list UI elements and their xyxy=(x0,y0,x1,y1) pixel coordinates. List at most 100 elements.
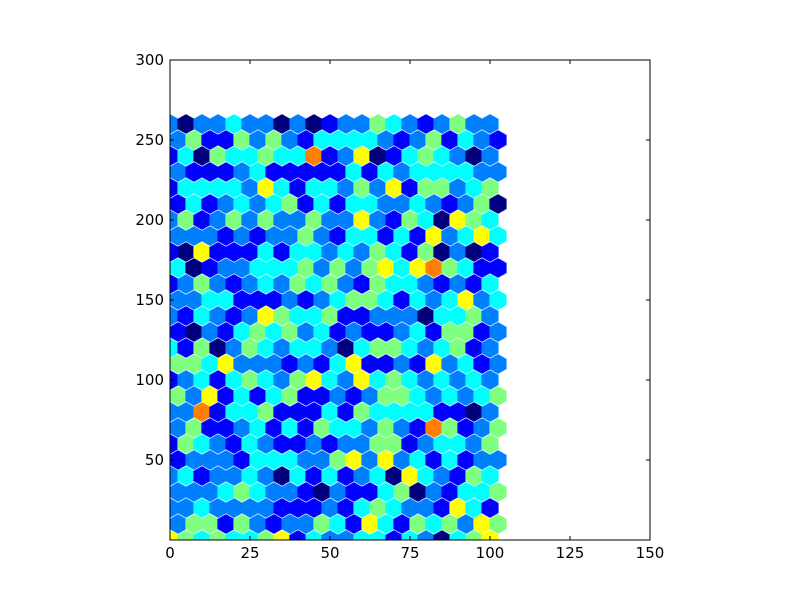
x-axis: 0 25 50 75 100 125 150 xyxy=(165,60,664,562)
hexbin-cell xyxy=(481,146,499,166)
hexbin-cell xyxy=(345,226,363,246)
hexbin-cell xyxy=(353,370,371,390)
y-tick-label: 100 xyxy=(135,371,164,389)
hexbin-cell xyxy=(361,194,379,214)
hexbin-cell xyxy=(177,370,195,390)
hexbin-cell xyxy=(241,370,259,390)
hexbin-cell xyxy=(369,146,387,166)
hexbin-cell xyxy=(489,386,507,406)
hexbin-cell xyxy=(457,514,475,534)
hexbin-cell xyxy=(265,290,283,310)
hexbin-cell xyxy=(297,162,315,182)
hexbin-cells xyxy=(170,114,507,540)
hexbin-cell xyxy=(393,354,411,374)
hexbin-cell xyxy=(201,418,219,438)
hexbin-cell xyxy=(170,418,187,438)
hexbin-cell xyxy=(337,434,355,454)
hexbin-cell xyxy=(457,290,475,310)
hexbin-cell xyxy=(337,146,355,166)
hexbin-cell xyxy=(433,338,451,358)
hexbin-cell xyxy=(361,322,379,342)
hexbin-cell xyxy=(457,450,475,470)
hexbin-cell xyxy=(329,162,347,182)
hexbin-cell xyxy=(233,226,251,246)
hexbin-cell xyxy=(193,274,211,294)
hexbin-cell xyxy=(441,322,459,342)
hexbin-cell xyxy=(225,434,243,454)
hexbin-cell xyxy=(361,130,379,150)
hexbin-cell xyxy=(393,290,411,310)
y-tick-label: 150 xyxy=(135,291,164,309)
hexbin-cell xyxy=(305,370,323,390)
hexbin-cell xyxy=(353,242,371,262)
hexbin-cell xyxy=(289,210,307,230)
hexbin-cell xyxy=(233,354,251,374)
hexbin-cell xyxy=(273,274,291,294)
hexbin-cell xyxy=(377,386,395,406)
y-tick-label: 200 xyxy=(135,211,164,229)
hexbin-cell xyxy=(425,162,443,182)
hexbin-cell xyxy=(409,514,427,534)
hexbin-cell xyxy=(473,354,491,374)
hexbin-cell xyxy=(193,242,211,262)
hexbin-cell xyxy=(241,338,259,358)
hexbin-cell xyxy=(297,322,315,342)
hexbin-cell xyxy=(409,450,427,470)
hexbin-cell xyxy=(241,466,259,486)
hexbin-cell xyxy=(345,258,363,278)
hexbin-cell xyxy=(449,178,467,198)
hexbin-cell xyxy=(385,466,403,486)
hexbin-cell xyxy=(185,226,203,246)
hexbin-cell xyxy=(233,514,251,534)
hexbin-cell xyxy=(297,386,315,406)
hexbin-cell xyxy=(297,482,315,502)
hexbin-cell xyxy=(321,402,339,422)
hexbin-cell xyxy=(337,402,355,422)
y-tick-label: 300 xyxy=(135,51,164,69)
hexbin-cell xyxy=(233,130,251,150)
hexbin-cell xyxy=(265,162,283,182)
hexbin-cell xyxy=(345,290,363,310)
hexbin-cell xyxy=(281,354,299,374)
hexbin-cell xyxy=(361,418,379,438)
hexbin-cell xyxy=(481,178,499,198)
hexbin-cell xyxy=(170,290,187,310)
hexbin-cell xyxy=(457,162,475,182)
hexbin-cell xyxy=(249,514,267,534)
hexbin-cell xyxy=(433,146,451,166)
hexbin-cell xyxy=(385,434,403,454)
hexbin-cell xyxy=(177,178,195,198)
hexbin-cell xyxy=(249,162,267,182)
hexbin-cell xyxy=(209,498,227,518)
hexbin-cell xyxy=(345,130,363,150)
hexbin-cell xyxy=(185,514,203,534)
hexbin-cell xyxy=(185,482,203,502)
hexbin-cell xyxy=(273,210,291,230)
hexbin-cell xyxy=(170,194,187,214)
hexbin-cell xyxy=(489,258,507,278)
hexbin-cell xyxy=(297,354,315,374)
hexbin-cell xyxy=(225,242,243,262)
hexbin-cell xyxy=(193,210,211,230)
hexbin-cell xyxy=(329,514,347,534)
hexbin-cell xyxy=(241,434,259,454)
hexbin-cell xyxy=(185,130,203,150)
hexbin-cell xyxy=(289,338,307,358)
hexbin-cell xyxy=(337,466,355,486)
hexbin-cell xyxy=(170,226,187,246)
hexbin-cell xyxy=(177,274,195,294)
hexbin-cell xyxy=(449,370,467,390)
hexbin-cell xyxy=(289,434,307,454)
hexbin-cell xyxy=(193,114,211,134)
hexbin-cell xyxy=(313,418,331,438)
hexbin-cell xyxy=(465,146,483,166)
hexbin-cell xyxy=(369,370,387,390)
hexbin-cell xyxy=(321,530,339,540)
hexbin-cell xyxy=(337,306,355,326)
hexbin-cell xyxy=(193,370,211,390)
hexbin-cell xyxy=(337,338,355,358)
hexbin-cell xyxy=(473,418,491,438)
hexbin-cell xyxy=(313,194,331,214)
hexbin-cell xyxy=(449,530,467,540)
y-tick-label: 50 xyxy=(145,451,164,469)
